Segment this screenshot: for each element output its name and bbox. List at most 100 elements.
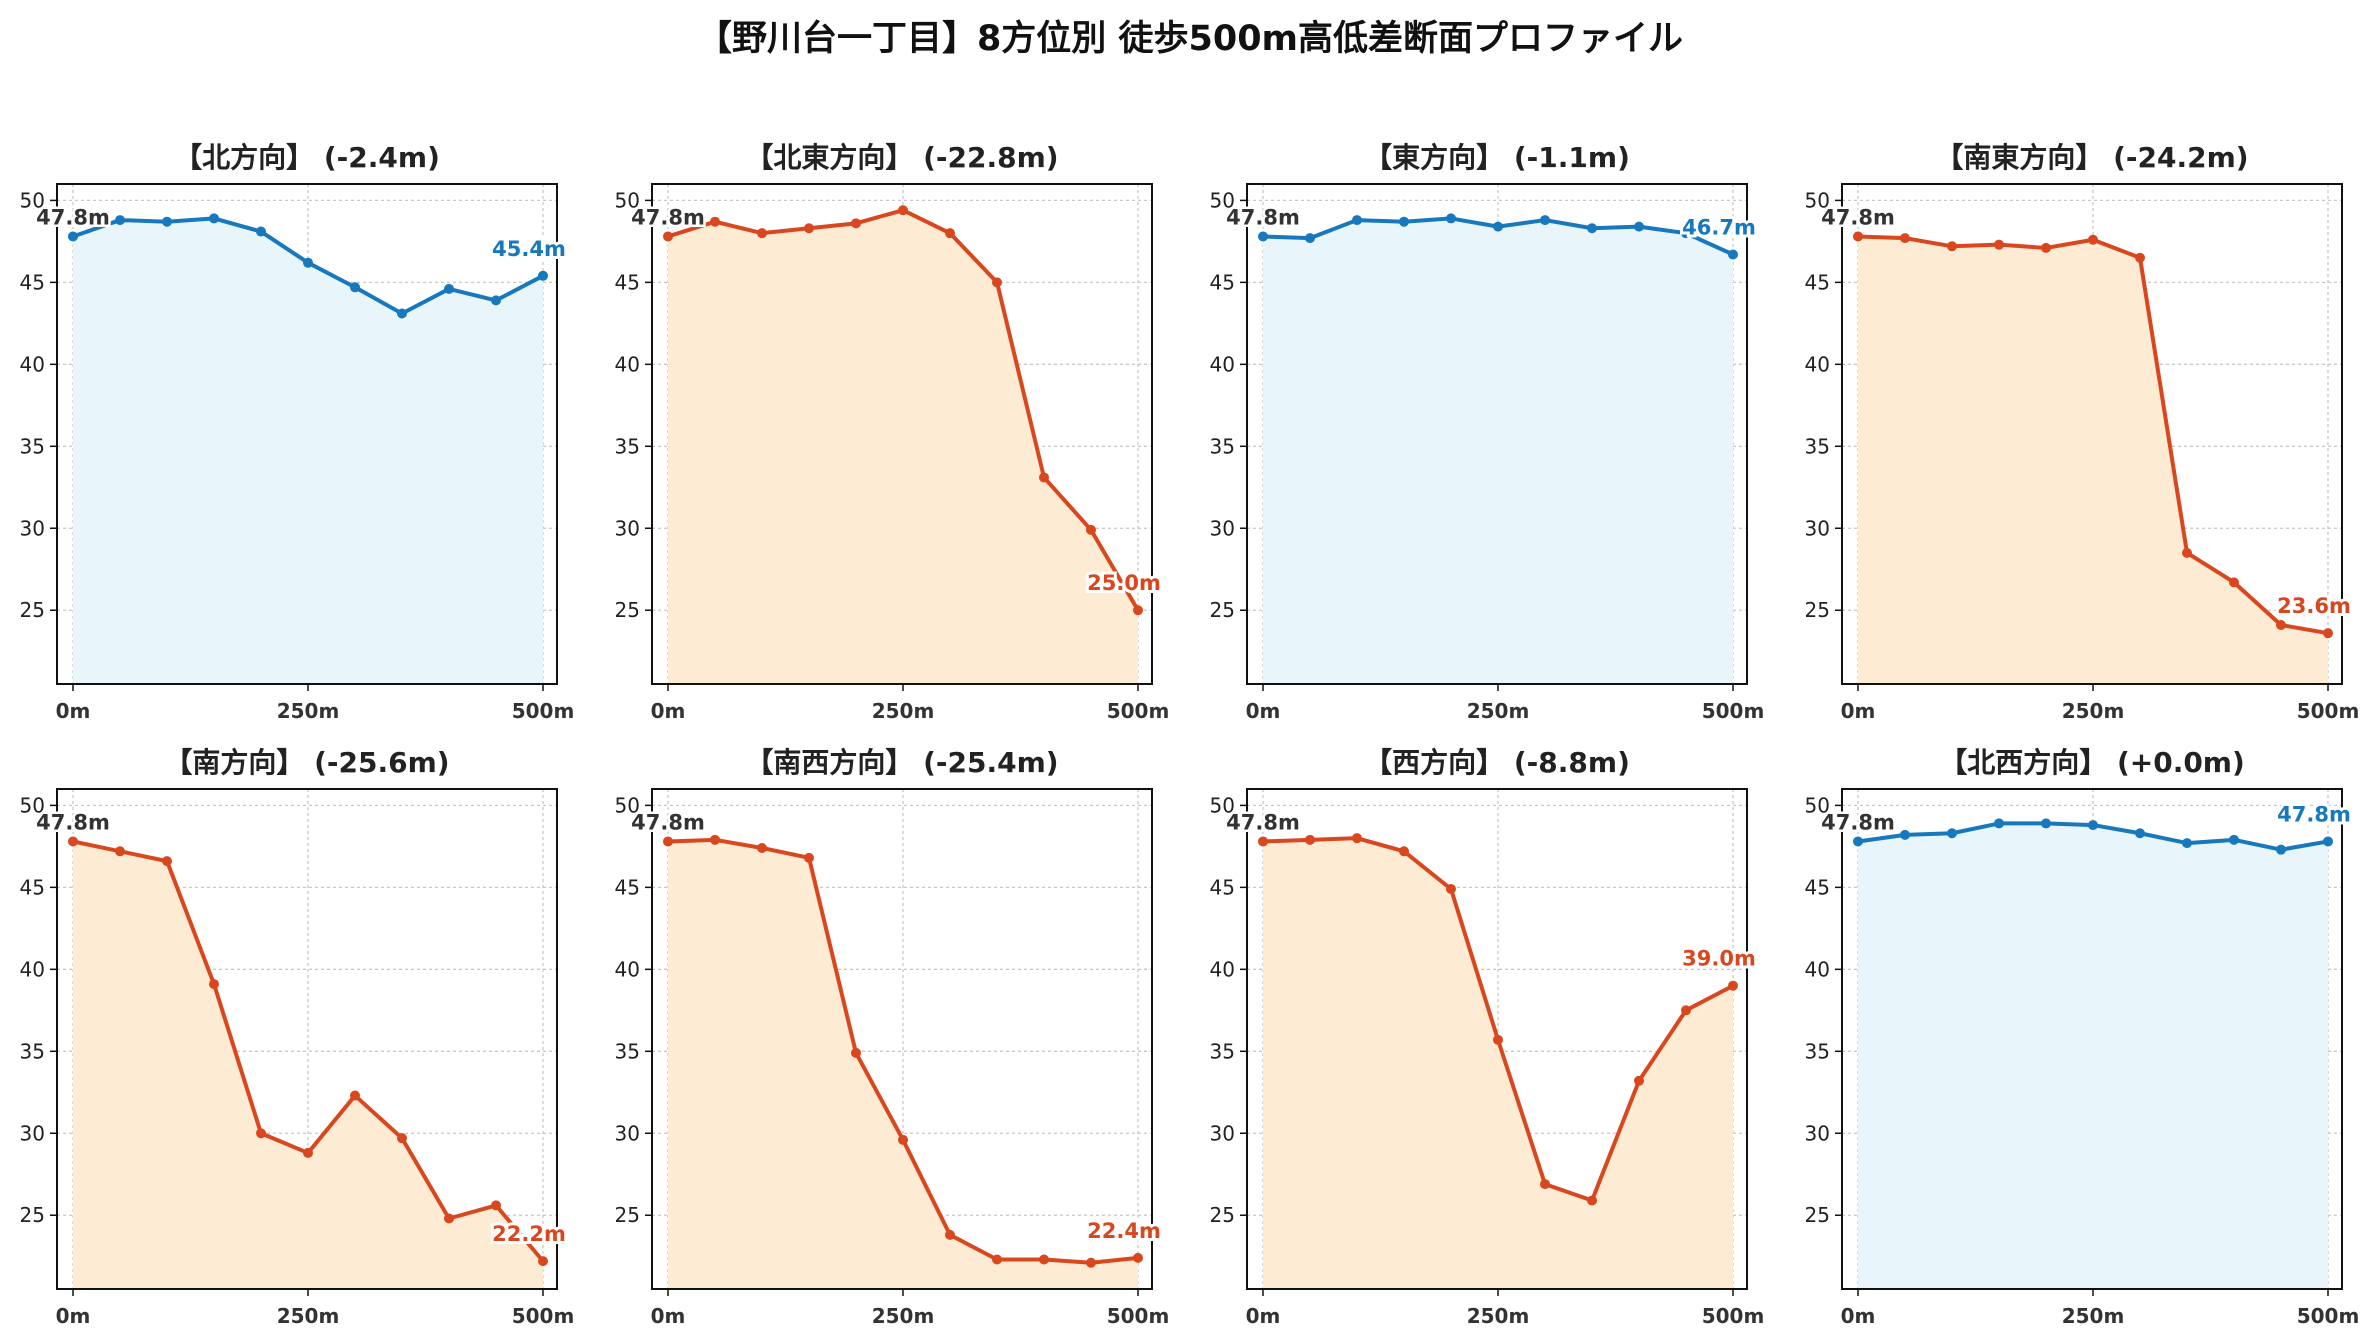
y-tick-label: 30 — [1210, 1121, 1235, 1145]
data-point — [804, 852, 814, 863]
y-tick-label: 25 — [1805, 598, 1830, 622]
data-point — [710, 216, 720, 227]
data-point — [1634, 221, 1644, 232]
data-point — [1853, 836, 1863, 847]
axes-frame — [651, 788, 1153, 1290]
data-point — [1728, 980, 1738, 991]
data-point — [1493, 1034, 1503, 1045]
data-point — [1947, 241, 1957, 252]
data-point — [1086, 524, 1096, 535]
y-tick-label: 25 — [20, 598, 45, 622]
data-point — [209, 213, 219, 224]
y-tick-label: 45 — [20, 270, 45, 294]
data-point — [1493, 221, 1503, 232]
data-point — [2182, 547, 2192, 558]
data-point — [804, 223, 814, 234]
y-tick-label: 30 — [1805, 516, 1830, 540]
end-elevation-label: 47.8m — [2277, 802, 2351, 826]
y-tick-label: 30 — [615, 1121, 640, 1145]
end-elevation-label: 25.0m — [1087, 571, 1161, 595]
data-point — [303, 1147, 313, 1158]
y-tick-label: 50 — [20, 793, 45, 817]
y-tick-label: 25 — [20, 1203, 45, 1227]
data-point — [68, 231, 78, 242]
y-tick-label: 50 — [615, 188, 640, 212]
y-tick-label: 50 — [1210, 188, 1235, 212]
data-point — [898, 1134, 908, 1145]
x-tick-label: 250m — [277, 1304, 340, 1328]
data-point — [710, 834, 720, 845]
end-elevation-label: 46.7m — [1682, 215, 1756, 239]
data-point — [1305, 834, 1315, 845]
elevation-area — [1858, 236, 2328, 684]
y-tick-label: 50 — [1805, 188, 1830, 212]
elevation-area — [1263, 218, 1733, 685]
x-tick-label: 0m — [1841, 1304, 1876, 1328]
data-point — [1634, 1075, 1644, 1086]
axes-frame — [56, 183, 558, 685]
data-point — [350, 1090, 360, 1101]
data-point — [2323, 628, 2333, 639]
data-point — [397, 308, 407, 319]
y-tick-label: 45 — [1805, 270, 1830, 294]
elevation-area — [1858, 823, 2328, 1289]
y-tick-label: 30 — [20, 1121, 45, 1145]
axes-frame — [1841, 183, 2343, 685]
data-point — [851, 1047, 861, 1058]
y-tick-label: 45 — [1805, 875, 1830, 899]
data-point — [2041, 818, 2051, 829]
data-point — [444, 283, 454, 294]
data-point — [1900, 829, 1910, 840]
data-point — [209, 979, 219, 990]
x-tick-label: 500m — [512, 699, 575, 723]
data-point — [945, 228, 955, 239]
data-point — [491, 1200, 501, 1211]
y-tick-label: 40 — [1805, 352, 1830, 376]
data-point — [2135, 828, 2145, 839]
data-point — [538, 270, 548, 281]
x-tick-label: 500m — [1107, 699, 1170, 723]
start-elevation-label: 47.8m — [1821, 810, 1895, 834]
data-point — [1399, 846, 1409, 857]
data-point — [1446, 884, 1456, 894]
data-point — [1587, 1195, 1597, 1206]
panel-title: 【西方向】 (-8.8m) — [1364, 746, 1630, 779]
y-tick-label: 40 — [1210, 957, 1235, 981]
y-tick-label: 40 — [1210, 352, 1235, 376]
end-elevation-label: 39.0m — [1682, 947, 1756, 971]
end-elevation-label: 45.4m — [492, 237, 566, 261]
panel-title: 【北方向】 (-2.4m) — [174, 141, 440, 174]
data-point — [2088, 234, 2098, 245]
y-tick-label: 35 — [1805, 434, 1830, 458]
data-point — [1133, 605, 1143, 616]
data-point — [1900, 233, 1910, 244]
y-tick-label: 25 — [1210, 598, 1235, 622]
data-point — [851, 218, 861, 229]
axes-frame — [1246, 788, 1748, 1290]
data-point — [757, 843, 767, 854]
x-tick-label: 0m — [1246, 1304, 1281, 1328]
figure-title: 【野川台一丁目】8方位別 徒歩500m高低差断面プロファイル — [696, 19, 1684, 59]
y-tick-label: 35 — [1210, 434, 1235, 458]
data-point — [992, 1254, 1002, 1265]
end-elevation-label: 22.2m — [492, 1222, 566, 1246]
data-point — [1947, 828, 1957, 839]
start-elevation-label: 47.8m — [36, 810, 110, 834]
y-tick-label: 30 — [1805, 1121, 1830, 1145]
data-point — [444, 1213, 454, 1224]
data-point — [1352, 215, 1362, 226]
y-tick-label: 40 — [20, 352, 45, 376]
y-tick-label: 35 — [615, 1039, 640, 1063]
data-point — [303, 257, 313, 268]
y-tick-label: 50 — [1805, 793, 1830, 817]
data-point — [256, 1128, 266, 1139]
y-tick-label: 45 — [1210, 875, 1235, 899]
y-tick-label: 25 — [615, 598, 640, 622]
data-point — [2229, 834, 2239, 845]
end-elevation-label: 23.6m — [2277, 594, 2351, 618]
data-point — [1305, 233, 1315, 244]
elevation-area — [668, 210, 1138, 685]
x-tick-label: 0m — [56, 1304, 91, 1328]
